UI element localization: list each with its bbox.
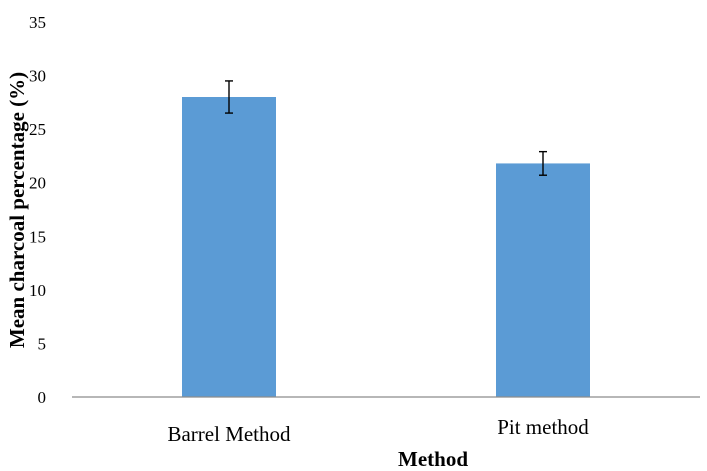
- error-bar: [539, 150, 547, 176]
- y-tick-label: 5: [38, 334, 47, 353]
- x-tick-label: Barrel Method: [167, 422, 291, 446]
- x-tick-label: Pit method: [497, 415, 589, 439]
- y-tick-label: 10: [29, 281, 46, 300]
- y-tick-label: 30: [29, 67, 46, 86]
- x-axis-tick-labels: Barrel Method Pit method: [167, 415, 589, 446]
- error-bars: [225, 80, 547, 176]
- y-axis-ticks: 0 5 10 15 20 25 30 35: [29, 13, 46, 407]
- y-tick-label: 25: [29, 120, 46, 139]
- y-tick-label: 0: [38, 388, 47, 407]
- bar: [496, 163, 590, 397]
- y-tick-label: 15: [29, 227, 46, 246]
- error-bar: [225, 80, 233, 114]
- bars: [182, 97, 590, 397]
- bar: [182, 97, 276, 397]
- y-tick-label: 35: [29, 13, 46, 32]
- y-axis-title: Mean charcoal percentage (%): [5, 72, 29, 348]
- x-axis-title: Method: [398, 447, 468, 471]
- y-tick-label: 20: [29, 174, 46, 193]
